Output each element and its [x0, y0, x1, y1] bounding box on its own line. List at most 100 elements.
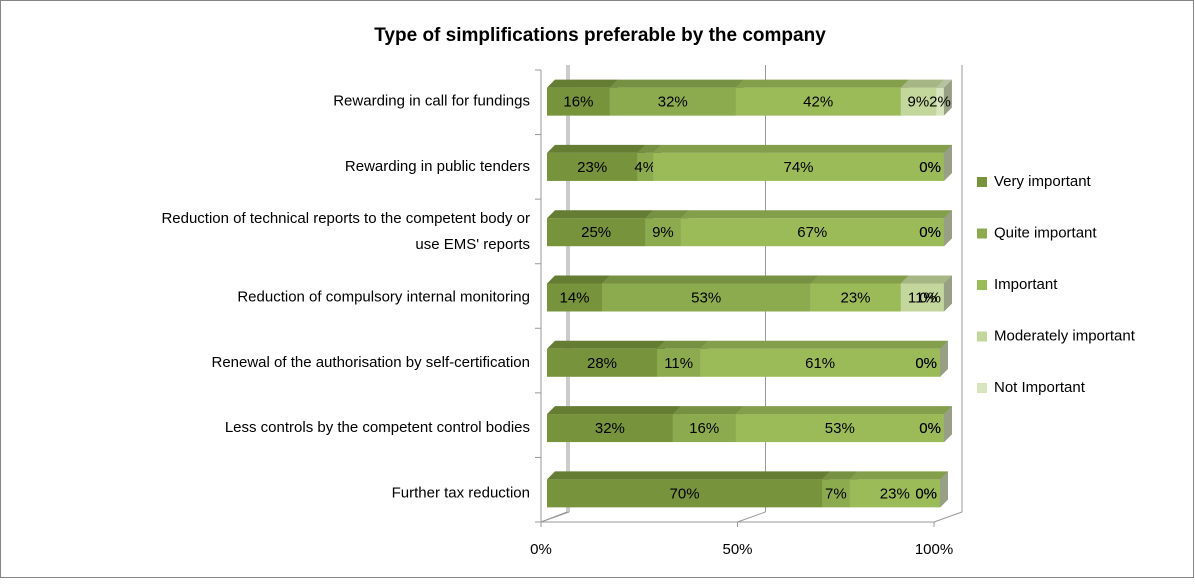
- data-label: 16%: [563, 94, 593, 111]
- chart-title: Type of simplifications preferable by th…: [374, 25, 826, 46]
- grid-line: [540, 511, 570, 523]
- x-tick-label: 100%: [915, 541, 953, 558]
- data-label: 7%: [825, 485, 847, 502]
- bar-face: [547, 414, 673, 443]
- legend-label: Not Important: [994, 379, 1086, 396]
- bar-side: [943, 144, 952, 181]
- data-label: 61%: [805, 355, 835, 372]
- data-label: 23%: [880, 485, 910, 502]
- data-label: 74%: [784, 159, 814, 176]
- bar-side: [943, 210, 952, 247]
- data-label: 32%: [658, 94, 688, 111]
- data-label: 14%: [559, 289, 589, 306]
- bar-face: [700, 348, 940, 377]
- legend-swatch: [977, 280, 987, 290]
- bar-face: [657, 348, 701, 377]
- bar-face: [735, 414, 944, 443]
- legend-swatch: [977, 383, 987, 393]
- bar-face: [849, 479, 940, 508]
- data-label: 11%: [664, 355, 693, 372]
- legend-swatch: [977, 177, 987, 187]
- y-tick-label: Rewarding in call for fundings: [333, 93, 530, 110]
- bar-face: [680, 218, 944, 247]
- data-label: 23%: [840, 289, 870, 306]
- legend-swatch: [977, 331, 987, 342]
- bar-top: [900, 79, 945, 88]
- bar-face: [900, 87, 937, 116]
- bar-top: [547, 144, 646, 153]
- bar-face: [547, 152, 638, 181]
- bar-face: [637, 152, 654, 181]
- bar-segment: [943, 275, 952, 312]
- data-label: 28%: [587, 355, 617, 372]
- legend-label: Quite important: [994, 224, 1097, 241]
- data-label: 0%: [919, 224, 941, 241]
- legend-label: Moderately important: [994, 327, 1136, 344]
- grid-line: [737, 511, 766, 523]
- data-label: 53%: [825, 420, 855, 437]
- bar-face: [936, 87, 944, 116]
- data-label: 4%: [634, 159, 656, 176]
- data-label: 42%: [803, 94, 833, 111]
- data-label: 67%: [797, 224, 827, 241]
- y-tick-label: Reduction of compulsory internal monitor…: [237, 288, 530, 305]
- bar-face: [547, 479, 823, 508]
- bar-face: [547, 348, 658, 377]
- bar-face: [547, 87, 610, 116]
- bar-face: [602, 283, 811, 312]
- x-tick-label: 50%: [722, 541, 752, 558]
- y-tick-label: Further tax reduction: [392, 484, 530, 501]
- data-label: 0%: [915, 485, 937, 502]
- bar-top: [547, 340, 666, 349]
- bar-top: [849, 471, 948, 480]
- y-tick-label: Renewal of the authorisation by self-cer…: [211, 354, 530, 371]
- data-label: 25%: [581, 224, 611, 241]
- bar-top: [637, 144, 662, 153]
- bar-segment: [700, 340, 948, 377]
- data-label: 0%: [919, 420, 941, 437]
- bar-side: [940, 471, 948, 508]
- bar-face: [672, 414, 736, 443]
- bar-top: [547, 79, 618, 88]
- bar-face: [653, 152, 944, 181]
- data-label: 9%: [908, 94, 930, 111]
- data-label: 32%: [595, 420, 625, 437]
- bar-segment: [547, 144, 646, 181]
- bar-side: [943, 275, 952, 312]
- bar-top: [822, 471, 858, 480]
- data-label: 11%: [908, 289, 937, 306]
- grid-line: [933, 511, 963, 523]
- bar-face: [609, 87, 736, 116]
- bar-top: [657, 340, 709, 349]
- bar-side: [943, 406, 952, 443]
- bar-segment: [602, 275, 819, 312]
- data-label: 0%: [919, 224, 941, 241]
- y-tick-label: Rewarding in public tenders: [345, 158, 530, 175]
- bar-segment: [943, 406, 952, 443]
- bar-face: [822, 479, 850, 508]
- y-tick-label: Reduction of technical reports to the co…: [161, 210, 530, 253]
- data-label: 0%: [919, 420, 941, 437]
- y-tick-label: Less controls by the competent control b…: [225, 419, 530, 436]
- data-label: 0%: [919, 289, 941, 306]
- bar-segment: [943, 144, 952, 181]
- bar-face: [900, 283, 944, 312]
- data-label: 70%: [670, 485, 700, 502]
- bar-top: [680, 210, 952, 219]
- data-label: 53%: [691, 289, 721, 306]
- bar-segment: [735, 406, 952, 443]
- bar-side: [943, 79, 952, 116]
- bar-top: [735, 79, 909, 88]
- bar-face: [547, 218, 646, 247]
- bar-top: [735, 406, 952, 415]
- bar-top: [547, 406, 681, 415]
- data-label: 16%: [689, 420, 719, 437]
- bar-segment: [680, 210, 952, 247]
- bar-face: [547, 283, 603, 312]
- bar-top: [547, 471, 831, 480]
- data-label: 0%: [915, 485, 937, 502]
- bar-segment: [936, 79, 952, 116]
- data-label: 2%: [929, 94, 951, 111]
- data-label: 0%: [915, 355, 937, 372]
- bar-top: [936, 79, 952, 88]
